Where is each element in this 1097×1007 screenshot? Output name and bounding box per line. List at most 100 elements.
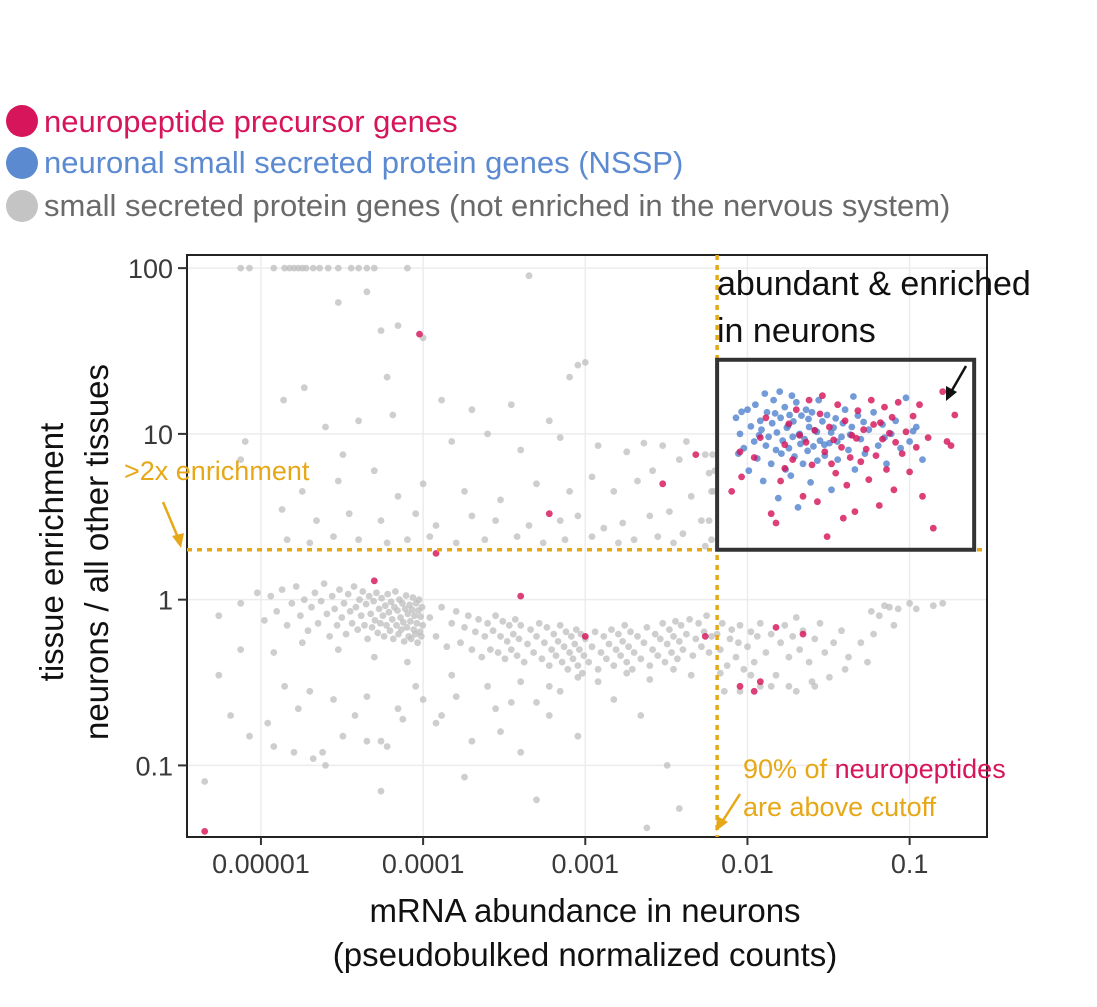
point-nssp-73: [897, 444, 904, 452]
point-ssp-61: [370, 467, 378, 475]
point-ssp-129: [346, 608, 354, 615]
point-ssp-27: [507, 401, 515, 409]
point-ssp-247: [572, 626, 580, 633]
point-ssp-10: [316, 264, 323, 272]
point-nssp-50: [819, 418, 826, 425]
point-nssp-7: [752, 401, 759, 409]
point-ssp-328: [330, 696, 337, 703]
point-ssp-210: [489, 627, 497, 635]
point-nssp-33: [792, 398, 800, 406]
point-ssp-8: [302, 264, 310, 272]
point-ssp-73: [556, 517, 564, 524]
point-nssp-12: [762, 442, 770, 449]
point-ssp-60: [394, 492, 402, 500]
point-nssp-41: [804, 447, 811, 455]
point-nssp-90: [860, 418, 867, 426]
point-ssp-257: [594, 665, 602, 673]
point-neuropeptide-39: [832, 469, 840, 477]
point-ssp-174: [404, 610, 412, 618]
point-ssp-222: [515, 635, 523, 643]
point-ssp-273: [630, 649, 638, 656]
point-neuropeptide-16: [736, 448, 744, 456]
point-neuropeptide-28: [796, 431, 804, 439]
point-nssp-54: [828, 486, 835, 494]
point-ssp-229: [535, 619, 543, 627]
point-ssp-329: [339, 732, 347, 740]
point-ssp-306: [517, 678, 525, 686]
point-neuropeptide-30: [805, 396, 813, 404]
point-ssp-340: [533, 699, 540, 706]
point-ssp-101: [215, 612, 223, 620]
point-ssp-67: [377, 517, 385, 524]
point-ssp-394: [838, 627, 845, 635]
point-nssp-20: [774, 494, 782, 502]
point-ssp-140: [365, 592, 373, 600]
point-nssp-66: [865, 426, 873, 434]
point-ssp-237: [554, 638, 562, 645]
point-neuropeptide-80: [853, 434, 860, 442]
point-ssp-355: [270, 743, 278, 750]
point-ssp-178: [407, 635, 415, 643]
point-ssp-374: [744, 643, 751, 651]
point-ssp-225: [524, 640, 531, 648]
point-ssp-356: [290, 748, 298, 756]
point-ssp-281: [654, 652, 662, 659]
point-ssp-135: [357, 612, 365, 620]
point-neuropeptide-40: [834, 401, 842, 409]
point-neuropeptide-60: [888, 413, 896, 421]
point-ssp-417: [767, 682, 775, 690]
point-nssp-13: [763, 408, 771, 416]
point-ssp-133: [354, 626, 362, 633]
point-nssp-47: [814, 457, 821, 464]
point-ssp-55: [566, 488, 573, 495]
point-ssp-267: [619, 638, 627, 645]
point-ssp-2: [270, 264, 278, 272]
point-ssp-57: [497, 496, 504, 504]
point-ssp-227: [530, 649, 537, 656]
point-ssp-392: [821, 649, 829, 656]
point-ssp-404: [929, 602, 937, 610]
point-ssp-260: [603, 655, 610, 663]
point-ssp-191: [417, 633, 425, 640]
point-ssp-63: [298, 488, 306, 495]
point-ssp-396: [857, 639, 865, 647]
point-ssp-110: [292, 583, 300, 590]
point-ssp-167: [398, 626, 405, 633]
point-ssp-29: [574, 361, 582, 369]
point-ssp-91: [513, 533, 521, 540]
point-ssp-236: [552, 652, 560, 659]
point-ssp-331: [363, 693, 371, 700]
point-ssp-382: [777, 639, 784, 647]
point-ssp-185: [413, 619, 421, 627]
x-tick-label-0: 0.00001: [212, 849, 310, 879]
point-neuropeptide-61: [890, 486, 898, 494]
point-ssp-397: [867, 608, 875, 615]
point-neuropeptide-54: [872, 452, 880, 459]
point-ssp-21: [377, 327, 385, 334]
point-ssp-130: [348, 619, 356, 627]
point-neuropeptide-11: [750, 687, 758, 695]
point-ssp-387: [796, 646, 804, 653]
point-ssp-51: [649, 467, 656, 475]
point-nssp-94: [776, 388, 784, 395]
point-ssp-319: [237, 646, 245, 653]
point-neuropeptide-69: [916, 401, 923, 409]
point-ssp-286: [666, 626, 673, 633]
point-ssp-354: [399, 715, 407, 723]
point-ssp-203: [468, 646, 476, 653]
point-ssp-95: [404, 536, 411, 544]
point-ssp-64: [278, 506, 286, 513]
point-ssp-226: [527, 626, 534, 633]
point-ssp-111: [297, 612, 304, 620]
point-nssp-58: [838, 433, 845, 441]
point-ssp-323: [264, 719, 272, 727]
point-ssp-62: [334, 477, 342, 485]
point-ssp-406: [870, 630, 877, 638]
point-ssp-11: [324, 264, 332, 272]
point-ssp-327: [319, 748, 326, 756]
point-ssp-241: [562, 628, 570, 636]
x-axis-title-line1: mRNA abundance in neurons: [369, 892, 800, 929]
point-neuropeptide-83: [819, 392, 826, 400]
point-ssp-42: [517, 446, 525, 454]
